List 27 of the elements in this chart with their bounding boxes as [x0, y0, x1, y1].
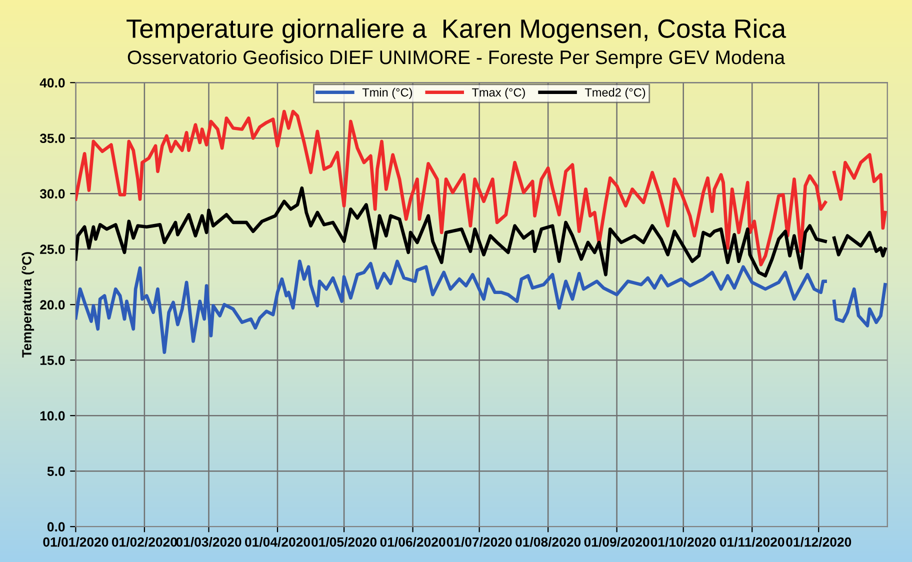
x-tick-label: 01/03/2020	[176, 537, 242, 547]
y-tick-label: 0.0	[47, 522, 65, 532]
legend-label: Tmax (°C)	[472, 88, 525, 99]
x-tick-label: 01/05/2020	[312, 537, 377, 547]
x-tick-label: 01/10/2020	[650, 537, 716, 547]
x-tick-label: 01/06/2020	[380, 537, 446, 547]
y-tick-label: 20.0	[40, 300, 65, 310]
x-tick-label: 01/04/2020	[245, 537, 310, 547]
chart-title: Temperature giornaliere a Karen Mogensen, Costa Rica	[126, 18, 786, 44]
y-tick-label: 5.0	[47, 466, 65, 476]
x-tick-label: 01/01/2020	[43, 537, 108, 547]
legend-label: Tmed2 (°C)	[584, 88, 646, 99]
x-tick-label: 01/08/2020	[516, 537, 581, 547]
y-tick-label: 10.0	[40, 411, 65, 421]
x-tick-label: 01/02/2020	[112, 537, 177, 547]
y-tick-label: 30.0	[40, 189, 65, 199]
x-tick-label: 01/07/2020	[446, 537, 512, 547]
y-tick-label: 15.0	[40, 356, 65, 366]
y-tick-label: 25.0	[40, 244, 65, 254]
chart-subtitle: Osservatorio Geofisico DIEF UNIMORE - Foreste Per Sempre GEV Modena	[128, 50, 786, 68]
legend-label: Tmin (°C)	[362, 88, 412, 99]
y-tick-label: 40.0	[40, 78, 65, 88]
x-tick-label: 01/11/2020	[720, 537, 784, 547]
x-tick-label: 01/12/2020	[786, 537, 852, 547]
y-tick-label: 35.0	[40, 134, 65, 144]
y-axis-title: Temperatura (°C)	[22, 252, 34, 358]
x-tick-label: 01/09/2020	[584, 537, 650, 547]
